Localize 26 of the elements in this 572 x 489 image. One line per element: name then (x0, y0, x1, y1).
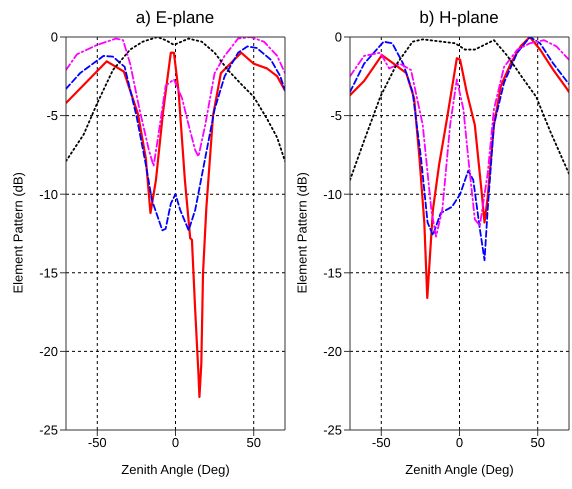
y-tick-label: -20 (39, 344, 58, 360)
y-axis-title: Element Pattern (dB) (10, 172, 26, 294)
x-axis-title: Zenith Angle (Deg) (121, 462, 230, 477)
line-series (66, 46, 285, 232)
y-tick-label: 0 (334, 30, 342, 45)
x-tick-label: -50 (372, 435, 391, 450)
chart-title: a) E-plane (134, 8, 216, 29)
x-tick-label: -50 (88, 435, 107, 450)
line-series (66, 52, 285, 398)
y-tick-label: 0 (50, 30, 58, 45)
y-tick-label: -10 (323, 186, 342, 202)
y-tick-label: -20 (323, 344, 342, 360)
x-tick-label: 50 (530, 435, 545, 450)
x-axis-title: Zenith Angle (Deg) (405, 462, 514, 477)
y-tick-label: -15 (39, 265, 58, 280)
y-tick-label: -5 (46, 108, 58, 124)
y-tick-label: -5 (330, 108, 342, 124)
y-tick-label: -15 (323, 265, 342, 280)
chart-title: b) H-plane (418, 8, 500, 29)
x-tick-label: 50 (246, 435, 261, 450)
x-tick-label: 0 (456, 435, 464, 450)
y-tick-label: -25 (39, 422, 58, 438)
y-tick-label: -10 (39, 186, 58, 202)
y-axis-title: Element Pattern (dB) (294, 172, 310, 294)
y-tick-label: -25 (323, 422, 342, 438)
x-tick-label: 0 (172, 435, 180, 450)
